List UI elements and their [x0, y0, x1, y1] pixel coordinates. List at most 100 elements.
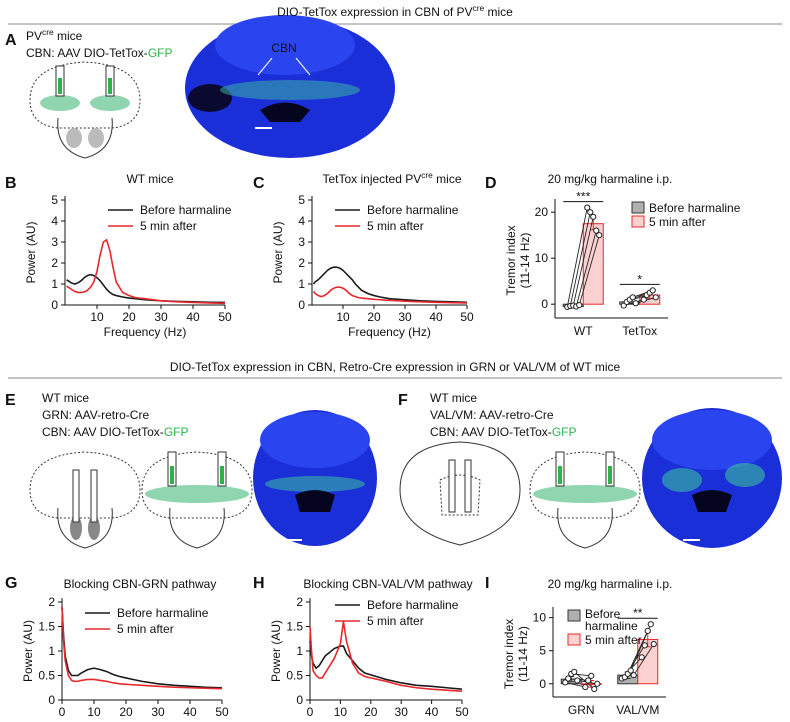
text-segment: mice: [433, 172, 462, 186]
x-tick-label: 10: [334, 705, 348, 719]
y-tick-label: 1: [298, 277, 305, 291]
panel-label: I: [485, 575, 489, 592]
y-tick-label: 10: [533, 611, 547, 625]
significance-label: ***: [576, 190, 590, 204]
chart-title: WT mice: [126, 172, 173, 186]
text-segment: GFP: [148, 46, 173, 60]
series-line: [66, 238, 226, 305]
pair-line: [573, 671, 595, 690]
text-segment: CBN: AAV DIO-TetTox-: [42, 425, 164, 439]
panel-label: A: [5, 32, 17, 49]
panel-text: VAL/VM: AAV-retro-Cre: [430, 408, 554, 422]
legend-label: Before harmaline: [649, 201, 741, 215]
panel-label: C: [253, 175, 265, 192]
chart-title: 20 mg/kg harmaline i.p.: [548, 172, 673, 186]
x-tick-label: 10: [336, 310, 350, 324]
y-tick-label: 5: [298, 193, 305, 207]
data-point: [647, 621, 654, 628]
brain-image: [185, 15, 395, 158]
panel-label: D: [485, 175, 497, 192]
section-title: DIO-TetTox expression in CBN of PVcre mi…: [277, 3, 513, 19]
x-tick-label: 40: [186, 310, 200, 324]
y-tick-label: 1: [48, 644, 55, 658]
x-axis-label: Frequency (Hz): [348, 325, 431, 339]
y-axis-label: (11-14 Hz): [516, 626, 530, 682]
brain-image: [253, 410, 377, 546]
data-point: [574, 677, 581, 684]
y-tick-label: 0: [48, 693, 55, 707]
panel-label: H: [253, 575, 265, 592]
y-tick-label: 0: [539, 677, 546, 691]
x-tick-label: 50: [218, 310, 232, 324]
text-segment: GFP: [552, 425, 577, 439]
panel-label: B: [5, 175, 17, 192]
data-point: [630, 672, 637, 679]
panel-label: F: [398, 392, 408, 409]
pair-line: [565, 682, 586, 688]
chart-title: Blocking CBN-VAL/VM pathway: [303, 577, 472, 591]
data-point: [641, 642, 648, 649]
y-axis-label: Power (AU): [271, 221, 285, 283]
y-tick-label: 3: [51, 235, 58, 249]
x-tick-label: TetTox: [622, 324, 657, 338]
legend-swatch: [567, 633, 581, 646]
y-tick-label: 1: [51, 277, 58, 291]
y-tick-label: 0.5: [286, 669, 303, 683]
data-point: [627, 667, 634, 674]
data-point: [638, 654, 645, 661]
y-axis-label: Power (AU): [21, 620, 35, 682]
legend-swatch: [567, 609, 581, 622]
data-point: [632, 300, 639, 307]
text-segment: Before: [585, 607, 624, 621]
data-point: [640, 296, 647, 303]
text-segment: CBN: AAV DIO-TetTox-: [430, 425, 552, 439]
x-tick-label: 50: [215, 705, 229, 719]
x-tick-label: GRN: [568, 703, 595, 717]
legend-label: Before harmaline: [140, 203, 232, 217]
text-segment: DIO-TetTox expression in CBN of PV: [277, 5, 472, 19]
series-line: [312, 286, 468, 304]
data-point: [587, 209, 594, 216]
data-point: [590, 213, 597, 220]
x-tick-label: 40: [183, 705, 197, 719]
text-segment: TetTox injected PV: [322, 172, 421, 186]
section-title: DIO-TetTox expression in CBN, Retro-Cre …: [170, 360, 621, 374]
data-point: [652, 294, 659, 301]
text-segment: cre: [473, 3, 485, 13]
y-tick-label: 0: [541, 297, 548, 311]
schematic-cerebellum: [29, 61, 141, 159]
y-tick-label: 0: [298, 298, 305, 312]
schematic-coronal: [399, 441, 641, 549]
x-tick-label: 50: [455, 705, 469, 719]
pair-line: [566, 207, 588, 308]
y-tick-label: 2: [51, 256, 58, 270]
data-point: [588, 672, 595, 679]
series-line: [309, 641, 463, 691]
x-tick-label: 0: [59, 705, 66, 719]
brain-image: [642, 408, 782, 548]
y-tick-label: 20: [535, 205, 549, 219]
y-tick-label: 1.5: [38, 620, 55, 634]
text-segment: mice: [484, 5, 513, 19]
y-tick-label: 4: [298, 214, 305, 228]
y-tick-label: 1: [296, 644, 303, 658]
text-segment: GFP: [164, 425, 189, 439]
y-tick-label: 2: [298, 256, 305, 270]
y-tick-label: 5: [539, 644, 546, 658]
x-tick-label: 30: [151, 705, 165, 719]
data-point: [644, 627, 651, 634]
series-line: [61, 606, 223, 690]
text-segment: harmaline: [585, 619, 638, 633]
data-point: [562, 679, 569, 686]
x-tick-label: 10: [90, 310, 104, 324]
panel-label: G: [5, 575, 17, 592]
x-tick-label: 20: [122, 310, 136, 324]
legend-label: Before harmaline: [117, 606, 209, 620]
pair-line: [572, 216, 594, 306]
data-point: [629, 294, 636, 301]
x-tick-label: WT: [574, 324, 593, 338]
y-axis-label: Power (AU): [24, 221, 38, 283]
panel-text: CBN: AAV DIO-TetTox-GFP: [42, 425, 188, 439]
data-point: [585, 677, 592, 684]
